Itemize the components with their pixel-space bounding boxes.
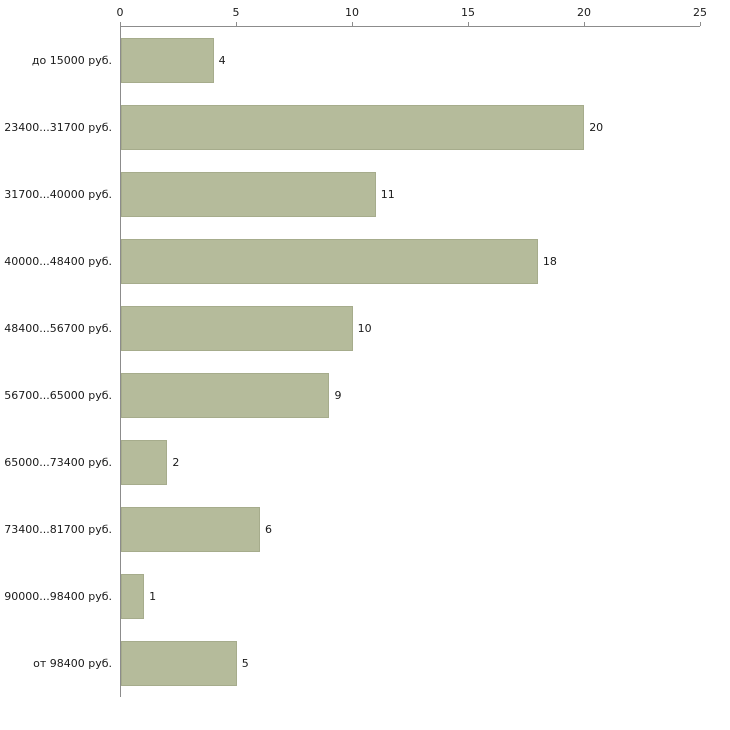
category-label: 65000...73400 руб. — [4, 456, 112, 469]
x-tick-label: 15 — [461, 6, 475, 19]
bar-value-label: 2 — [172, 456, 180, 469]
bar-rows: до 15000 руб. 4 23400...31700 руб. 20 31700.… — [0, 27, 730, 697]
x-tick-mark — [351, 22, 353, 26]
x-tick-mark — [583, 22, 585, 26]
bar-track: 2 — [120, 429, 700, 496]
bar — [121, 239, 538, 284]
bar-row: до 15000 руб. 4 — [0, 27, 730, 94]
bar — [121, 440, 168, 485]
bar-track: 10 — [120, 295, 700, 362]
bar-row: 65000...73400 руб. 2 — [0, 429, 730, 496]
bar-track: 4 — [120, 27, 700, 94]
bar-value-label: 20 — [589, 121, 604, 134]
category-label: 56700...65000 руб. — [4, 389, 112, 402]
bar-value-label: 18 — [542, 255, 557, 268]
bar-track: 11 — [120, 161, 700, 228]
category-label: 40000...48400 руб. — [4, 255, 112, 268]
bar-value-label: 10 — [357, 322, 372, 335]
x-tick-mark — [699, 22, 701, 26]
category-label: 73400...81700 руб. — [4, 523, 112, 536]
bar-row: 23400...31700 руб. 20 — [0, 94, 730, 161]
x-tick-label: 25 — [693, 6, 707, 19]
bar-track: 1 — [120, 563, 700, 630]
bar-value-label: 4 — [218, 54, 226, 67]
bar-value-label: 9 — [334, 389, 342, 402]
x-tick-label: 5 — [232, 6, 240, 19]
bar — [121, 172, 376, 217]
category-label: 23400...31700 руб. — [4, 121, 112, 134]
x-tick-mark — [119, 22, 121, 26]
category-label: до 15000 руб. — [31, 54, 112, 67]
x-axis: 0 5 10 15 20 25 — [116, 0, 707, 27]
category-label: 90000...98400 руб. — [4, 590, 112, 603]
bar — [121, 641, 237, 686]
bar-row: 40000...48400 руб. 18 — [0, 228, 730, 295]
bar-row: 56700...65000 руб. 9 — [0, 362, 730, 429]
bar-track: 9 — [120, 362, 700, 429]
x-tick-label: 0 — [116, 6, 124, 19]
bar — [121, 507, 260, 552]
bar-row: 31700...40000 руб. 11 — [0, 161, 730, 228]
x-tick-label: 10 — [345, 6, 359, 19]
bar — [121, 105, 585, 150]
bar-value-label: 5 — [241, 657, 249, 670]
category-label: 31700...40000 руб. — [4, 188, 112, 201]
bar — [121, 38, 214, 83]
bar-value-label: 11 — [380, 188, 395, 201]
bar — [121, 306, 353, 351]
bar — [121, 373, 330, 418]
bar-row: 48400...56700 руб. 10 — [0, 295, 730, 362]
bar-row: 90000...98400 руб. 1 — [0, 563, 730, 630]
bar-track: 5 — [120, 630, 700, 697]
bar-row: от 98400 руб. 5 — [0, 630, 730, 697]
x-tick-label: 20 — [577, 6, 591, 19]
category-label: 48400...56700 руб. — [4, 322, 112, 335]
x-tick-mark — [467, 22, 469, 26]
bar-row: 73400...81700 руб. 6 — [0, 496, 730, 563]
bar-track: 6 — [120, 496, 700, 563]
bar-value-label: 6 — [264, 523, 272, 536]
bar-track: 18 — [120, 228, 700, 295]
bar — [121, 574, 145, 619]
category-label: от 98400 руб. — [33, 657, 112, 670]
x-tick-mark — [235, 22, 237, 26]
bar-value-label: 1 — [149, 590, 157, 603]
bar-track: 20 — [120, 94, 700, 161]
